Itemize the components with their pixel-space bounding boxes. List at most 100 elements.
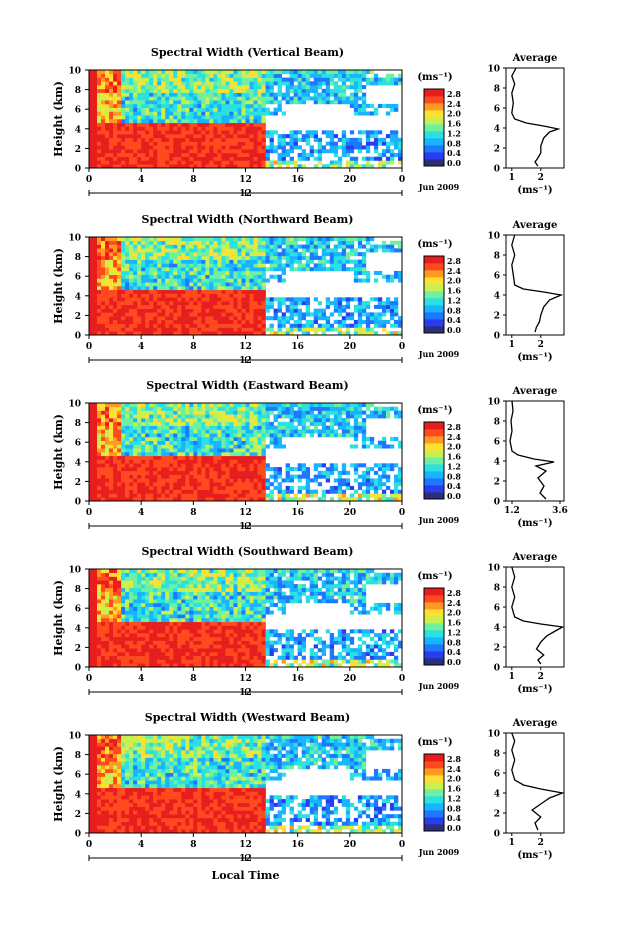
heatmap-cell xyxy=(361,493,367,498)
heatmap-cell xyxy=(149,122,154,127)
heatmap-cell xyxy=(345,96,351,101)
heatmap-cell xyxy=(277,81,282,86)
heatmap-cell xyxy=(137,286,142,291)
heatmap-cell xyxy=(269,482,274,487)
heatmap-cell xyxy=(173,444,178,449)
heatmap-cell xyxy=(245,107,250,112)
heatmap-cell xyxy=(185,270,190,275)
heatmap-cell xyxy=(105,70,110,75)
heatmap-cell xyxy=(261,240,266,245)
heatmap-cell xyxy=(149,470,154,475)
heatmap-cell xyxy=(173,297,178,302)
heatmap-cell xyxy=(285,463,290,468)
heatmap-cell xyxy=(145,134,150,139)
heatmap-cell xyxy=(245,448,250,453)
heatmap-cell xyxy=(205,301,210,306)
heatmap-cell xyxy=(189,489,194,494)
heatmap-cell xyxy=(181,478,186,483)
heatmap-cell xyxy=(153,126,158,131)
heatmap-cell xyxy=(237,92,242,97)
heatmap-cell xyxy=(129,278,134,283)
heatmap-cell xyxy=(241,493,246,498)
heatmap-cell xyxy=(133,134,138,139)
heatmap-cell xyxy=(341,482,347,487)
heatmap-cell xyxy=(265,308,270,313)
heatmap-cell xyxy=(169,156,174,161)
heatmap-cell xyxy=(301,425,306,430)
heatmap-cell xyxy=(117,463,122,468)
heatmap-cell xyxy=(121,489,126,494)
heatmap-cell xyxy=(381,323,387,328)
heatmap-cell xyxy=(201,489,206,494)
heatmap-cell xyxy=(389,130,395,135)
heatmap-cell xyxy=(353,252,359,257)
heatmap-cell xyxy=(217,463,222,468)
heatmap-cell xyxy=(349,403,355,408)
heatmap-cell xyxy=(269,100,274,105)
heatmap-cell xyxy=(133,73,138,78)
heatmap-cell xyxy=(353,478,359,483)
heatmap-cell xyxy=(277,267,282,272)
heatmap-cell xyxy=(385,274,391,279)
heatmap-cell xyxy=(181,312,186,317)
heatmap-cell xyxy=(157,267,162,272)
heatmap-cell xyxy=(217,444,222,449)
heatmap-cell xyxy=(129,263,134,268)
heatmap-cell xyxy=(357,263,363,268)
heatmap-cell xyxy=(209,421,214,426)
heatmap-cell xyxy=(113,308,118,313)
heatmap-cell xyxy=(289,85,294,90)
heatmap-cell xyxy=(101,286,106,291)
heatmap-cell xyxy=(173,156,178,161)
heatmap-cell xyxy=(153,323,158,328)
heatmap-cell xyxy=(157,141,162,146)
heatmap-cell xyxy=(145,286,150,291)
heatmap-cell xyxy=(313,418,319,423)
heatmap-cell xyxy=(297,259,302,264)
heatmap-cell xyxy=(121,425,126,430)
heatmap-cell xyxy=(89,323,94,328)
heatmap-cell xyxy=(149,331,154,336)
heatmap-cell xyxy=(257,252,262,257)
heatmap-cell xyxy=(209,478,214,483)
heatmap-cell xyxy=(329,70,335,75)
heatmap-cell xyxy=(273,77,278,82)
heatmap-cell xyxy=(185,96,190,101)
heatmap-cell xyxy=(125,259,130,264)
colorbar-tick-label: 1.2 xyxy=(447,295,461,305)
heatmap-cell xyxy=(141,301,146,306)
heatmap-cell xyxy=(173,259,178,264)
heatmap-cell xyxy=(249,289,254,294)
heatmap-cell xyxy=(145,77,150,82)
heatmap-cell xyxy=(205,286,210,291)
heatmap-cell xyxy=(149,274,154,279)
heatmap-cell xyxy=(229,237,234,242)
avg-y-tick-label: 10 xyxy=(487,65,500,75)
heatmap-cell xyxy=(201,274,206,279)
heatmap-cell xyxy=(249,436,254,441)
heatmap-cell xyxy=(137,152,142,157)
heatmap-cell xyxy=(333,255,339,260)
heatmap-cell xyxy=(265,145,270,150)
heatmap-cell xyxy=(125,122,130,127)
heatmap-cell xyxy=(181,259,186,264)
heatmap-cell xyxy=(109,244,114,249)
heatmap-cell xyxy=(261,149,266,154)
heatmap-cell xyxy=(269,406,274,411)
heatmap-cell xyxy=(309,410,315,415)
average-profile-line xyxy=(511,234,564,333)
heatmap-cell xyxy=(333,73,339,78)
heatmap-cell xyxy=(153,493,158,498)
heatmap-cell xyxy=(201,308,206,313)
heatmap-cell xyxy=(233,485,238,490)
heatmap-cell xyxy=(93,73,98,78)
heatmap-cell xyxy=(385,331,391,336)
heatmap-cell xyxy=(225,255,230,260)
heatmap-cell xyxy=(241,164,246,169)
heatmap-cell xyxy=(217,485,222,490)
heatmap-cell xyxy=(241,485,246,490)
heatmap-cell xyxy=(221,103,226,108)
heatmap-cell xyxy=(157,160,162,165)
heatmap-cell xyxy=(209,255,214,260)
heatmap-cell xyxy=(349,297,355,302)
